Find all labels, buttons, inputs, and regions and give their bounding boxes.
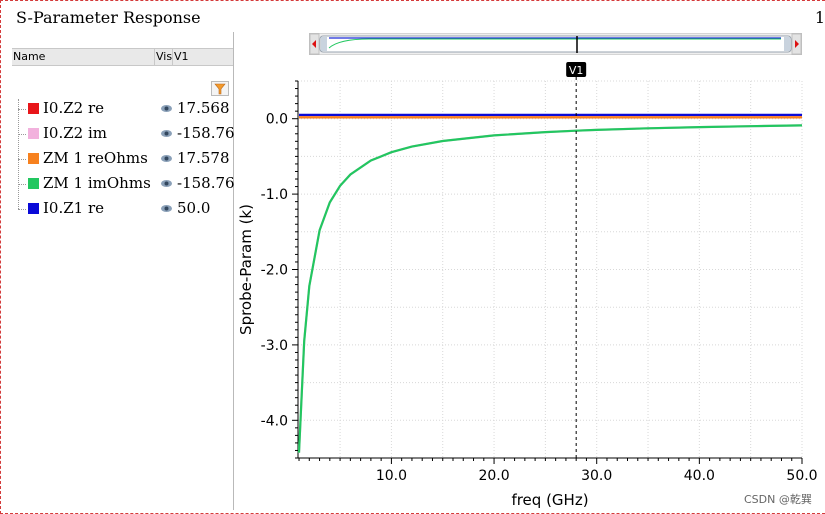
trace-color-swatch [28, 153, 39, 164]
visibility-eye-icon[interactable] [160, 152, 173, 165]
x-tick-label: 30.0 [581, 468, 612, 484]
arrow-left-icon [312, 40, 316, 48]
column-header-name[interactable]: Name [13, 50, 46, 63]
series-layer [297, 113, 803, 453]
x-tick-label: 50.0 [786, 468, 817, 484]
plot-area[interactable]: 10.0 20.0 30.0 40.0 50.00.0-1.0-2.0-3.0-4.0 … [236, 55, 825, 514]
trace-name: I0.Z1 re [43, 199, 105, 217]
window-title-suffix: 1 [814, 8, 825, 27]
title-bar: S-Parameter Response 1 [8, 0, 825, 36]
scroll-thumb-left-handle[interactable] [321, 37, 327, 51]
trace-name: I0.Z2 re [43, 99, 105, 117]
series-line[interactable] [297, 124, 803, 453]
cursor-label: V1 [569, 64, 584, 77]
visibility-eye-icon[interactable] [160, 177, 173, 190]
visibility-eye-icon[interactable] [160, 102, 173, 115]
trace-value: 17.568 [177, 99, 230, 117]
filter-icon [214, 83, 226, 95]
trace-table-header: Name Vis V1 [12, 48, 233, 66]
y-tick-label: -3.0 [261, 338, 288, 354]
trace-color-swatch [28, 203, 39, 214]
visibility-eye-icon[interactable] [160, 127, 173, 140]
y-axis-label: Sprobe-Param (k) [237, 204, 255, 335]
x-tick-label: 20.0 [478, 468, 509, 484]
tree-connector [18, 99, 20, 209]
axes: 10.0 20.0 30.0 40.0 50.0 0.0 -1.0 -2.0 -3.0 -4.0 [261, 80, 818, 484]
trace-row-zm1-imohms[interactable]: ZM 1 imOhms -158.76 [18, 173, 235, 198]
trace-row-i0-z2-im[interactable]: I0.Z2 im -158.76 [18, 123, 235, 148]
cursor-label-box[interactable] [566, 62, 587, 77]
x-tick-label: 40.0 [684, 468, 715, 484]
grid [298, 80, 803, 459]
scroll-thumb[interactable] [319, 35, 792, 53]
overview-scrollbar[interactable] [309, 33, 802, 55]
y-tick-label: 0.0 [266, 112, 288, 128]
x-tick-label: 10.0 [376, 468, 407, 484]
trace-value: 50.0 [177, 199, 211, 217]
x-axis-label: freq (GHz) [511, 491, 588, 509]
trace-color-swatch [28, 128, 39, 139]
trace-value: 17.578 [177, 149, 230, 167]
trace-value: -158.76 [177, 124, 235, 142]
cursor-layer[interactable]: V1 [566, 62, 587, 458]
visibility-eye-icon[interactable] [160, 202, 173, 215]
y-tick-label: -4.0 [261, 413, 288, 429]
trace-name: ZM 1 imOhms [43, 174, 151, 192]
filter-button[interactable] [211, 81, 229, 96]
trace-row-i0-z1-re[interactable]: I0.Z1 re 50.0 [18, 198, 233, 223]
trace-browser-panel: Name Vis V1 I0.Z2 re 17.568 I0.Z2 im -15… [8, 32, 235, 510]
trace-color-swatch [28, 178, 39, 189]
trace-row-zm1-reohms[interactable]: ZM 1 reOhms 17.578 [18, 148, 233, 173]
y-tick-label: -1.0 [261, 187, 288, 203]
y-tick-label: -2.0 [261, 263, 288, 279]
column-separator[interactable] [154, 49, 155, 65]
watermark: CSDN @乾巽 [744, 493, 812, 506]
scroll-thumb-right-handle[interactable] [784, 37, 790, 51]
trace-name: I0.Z2 im [43, 124, 107, 142]
overview-trace [328, 38, 781, 49]
series-line[interactable] [297, 124, 803, 453]
column-header-vis[interactable]: Vis [156, 50, 173, 63]
trace-value: -158.76 [177, 174, 235, 192]
trace-color-swatch [28, 103, 39, 114]
trace-name: ZM 1 reOhms [43, 149, 148, 167]
column-header-value[interactable]: V1 [174, 50, 189, 63]
column-separator[interactable] [172, 49, 173, 65]
window-title: S-Parameter Response [16, 8, 201, 27]
arrow-right-icon [795, 40, 799, 48]
trace-row-i0-z2-re[interactable]: I0.Z2 re 17.568 [18, 98, 233, 123]
